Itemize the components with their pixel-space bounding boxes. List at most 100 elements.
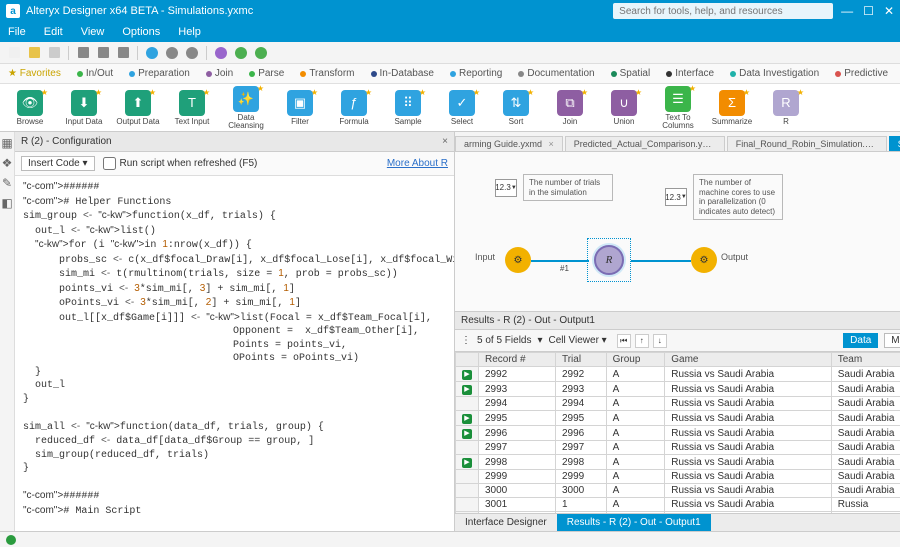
code-editor[interactable]: "c-com">###### "c-com"># Helper Function… — [15, 176, 454, 531]
ribbon-tab-favorites[interactable]: ★ Favorites — [0, 64, 69, 83]
input-macro-node[interactable]: ⚙ — [505, 247, 531, 273]
toolbar-btn-4[interactable] — [75, 45, 91, 61]
toolbar-btn-6[interactable] — [115, 45, 131, 61]
tool-input-data[interactable]: ★⬇Input Data — [60, 90, 108, 126]
ribbon-tab-spatial[interactable]: Spatial — [603, 64, 659, 83]
menu-options[interactable]: Options — [122, 26, 160, 38]
results-grid[interactable]: Record #TrialGroupGameTeamPoints▶2992299… — [455, 352, 900, 513]
cell-viewer-dropdown[interactable]: Cell Viewer ▾ — [549, 335, 607, 346]
doc-tab[interactable]: Final_Round_Robin_Simulation.yxmd × — [727, 136, 887, 151]
doc-tab[interactable]: Predicted_Actual_Comparison.yxmd* × — [565, 136, 725, 151]
toolbar-btn-10[interactable] — [184, 45, 200, 61]
output-macro-node[interactable]: ⚙ — [691, 247, 717, 273]
config-close-icon[interactable]: × — [442, 136, 448, 147]
tool-sort[interactable]: ★⇅Sort — [492, 90, 540, 126]
toolbar-btn-14[interactable] — [253, 45, 269, 61]
toolbar-btn-9[interactable] — [164, 45, 180, 61]
toolbar-btn-1[interactable] — [26, 45, 42, 61]
tool-r[interactable]: ★RR — [762, 90, 810, 126]
app-logo: a — [6, 4, 20, 18]
toolbar-btn-5[interactable] — [95, 45, 111, 61]
doc-tab[interactable]: Simulations.yxmc × — [889, 136, 900, 151]
data-button[interactable]: Data — [843, 333, 878, 348]
tool-select[interactable]: ★✓Select — [438, 90, 486, 126]
rail-icon-1[interactable]: ▦ — [0, 136, 14, 150]
more-about-r-link[interactable]: More About R — [387, 158, 448, 169]
toolbar-btn-0[interactable] — [6, 45, 22, 61]
tool-output-data[interactable]: ★⬆Output Data — [114, 90, 162, 126]
note-trials: The number of trials in the simulation — [523, 174, 613, 201]
run-refresh-input[interactable] — [103, 157, 116, 170]
ribbon-tab-transform[interactable]: Transform — [292, 64, 362, 83]
table-row[interactable]: 29972997ARussia vs Saudi ArabiaSaudi Ara… — [456, 441, 900, 455]
ribbon-tab-predictive[interactable]: Predictive — [827, 64, 896, 83]
table-row[interactable]: 30003000ARussia vs Saudi ArabiaSaudi Ara… — [456, 484, 900, 498]
search-box[interactable] — [613, 3, 833, 19]
results-title: Results - R (2) - Out - Output1 — [461, 315, 595, 326]
minimize-icon[interactable]: — — [841, 4, 853, 18]
tool-summarize[interactable]: ★ΣSummarize — [708, 90, 756, 126]
bottom-tab[interactable]: Results - R (2) - Out - Output1 — [557, 514, 711, 531]
maximize-icon[interactable]: ☐ — [863, 4, 874, 18]
tool-join[interactable]: ★⧉Join — [546, 90, 594, 126]
run-refresh-checkbox[interactable]: Run script when refreshed (F5) — [103, 157, 258, 170]
tool-text-to-columns[interactable]: ★☰Text To Columns — [654, 86, 702, 130]
toolbar-btn-8[interactable] — [144, 45, 160, 61]
tool-browse[interactable]: ★👁Browse — [6, 90, 54, 126]
ribbon-tab-ab-testing[interactable]: AB Testing — [896, 64, 900, 83]
r-tool-node[interactable]: R — [594, 245, 624, 275]
toolbar-btn-2[interactable] — [46, 45, 62, 61]
constant-node-trials[interactable]: 12.3▼ — [495, 179, 517, 197]
ribbon-tab-preparation[interactable]: Preparation — [121, 64, 198, 83]
col-header[interactable]: Record # — [479, 353, 556, 367]
insert-code-button[interactable]: Insert Code ▾ — [21, 156, 95, 171]
ribbon-tab-data-investigation[interactable]: Data Investigation — [722, 64, 827, 83]
nav-up-icon[interactable]: ↑ — [635, 334, 649, 348]
close-icon[interactable]: ✕ — [884, 4, 894, 18]
col-header[interactable]: Trial — [555, 353, 606, 367]
table-row[interactable]: ▶29922992ARussia vs Saudi ArabiaSaudi Ar… — [456, 367, 900, 382]
table-row[interactable]: ▶29962996ARussia vs Saudi ArabiaSaudi Ar… — [456, 426, 900, 441]
tool-formula[interactable]: ★ƒFormula — [330, 90, 378, 126]
nav-down-icon[interactable]: ↓ — [653, 334, 667, 348]
col-header[interactable]: Game — [665, 353, 831, 367]
tool-union[interactable]: ★∪Union — [600, 90, 648, 126]
table-row[interactable]: ▶29952995ARussia vs Saudi ArabiaSaudi Ar… — [456, 411, 900, 426]
col-header[interactable] — [456, 353, 479, 367]
table-row[interactable]: ▶29982998ARussia vs Saudi ArabiaSaudi Ar… — [456, 455, 900, 470]
rail-icon-2[interactable]: ❖ — [0, 156, 14, 170]
metadata-button[interactable]: Metadata — [884, 333, 900, 348]
col-header[interactable]: Team — [831, 353, 900, 367]
rail-icon-4[interactable]: ◧ — [0, 196, 14, 210]
ribbon-tab-in-database[interactable]: In-Database — [363, 64, 442, 83]
menu-edit[interactable]: Edit — [44, 26, 63, 38]
toolbar-btn-12[interactable] — [213, 45, 229, 61]
bottom-tab[interactable]: Interface Designer — [455, 514, 557, 531]
ribbon-tab-in-out[interactable]: In/Out — [69, 64, 121, 83]
col-header[interactable]: Group — [606, 353, 665, 367]
search-input[interactable] — [613, 3, 833, 19]
ribbon-tab-parse[interactable]: Parse — [241, 64, 292, 83]
toolbar-btn-13[interactable] — [233, 45, 249, 61]
table-row[interactable]: ▶29932993ARussia vs Saudi ArabiaSaudi Ar… — [456, 382, 900, 397]
tool-sample[interactable]: ★⠿Sample — [384, 90, 432, 126]
table-row[interactable]: 30011ARussia vs Saudi ArabiaRussia1 — [456, 498, 900, 512]
tool-text-input[interactable]: ★TText Input — [168, 90, 216, 126]
nav-first-icon[interactable]: ⏮ — [617, 334, 631, 348]
ribbon-tab-join[interactable]: Join — [198, 64, 241, 83]
table-row[interactable]: 29992999ARussia vs Saudi ArabiaSaudi Ara… — [456, 470, 900, 484]
table-row[interactable]: 29942994ARussia vs Saudi ArabiaSaudi Ara… — [456, 397, 900, 411]
results-3dots-icon[interactable]: ⋮ — [461, 335, 471, 346]
menu-view[interactable]: View — [81, 26, 105, 38]
workflow-canvas[interactable]: 12.3▼ The number of trials in the simula… — [455, 152, 900, 311]
rail-icon-3[interactable]: ✎ — [0, 176, 14, 190]
menu-file[interactable]: File — [8, 26, 26, 38]
doc-tab[interactable]: arming Guide.yxmd × — [455, 136, 563, 151]
constant-node-cores[interactable]: 12.3▼ — [665, 188, 687, 206]
ribbon-tab-interface[interactable]: Interface — [658, 64, 722, 83]
ribbon-tab-documentation[interactable]: Documentation — [510, 64, 602, 83]
ribbon-tab-reporting[interactable]: Reporting — [442, 64, 510, 83]
menu-help[interactable]: Help — [178, 26, 201, 38]
tool-data-cleansing[interactable]: ★✨Data Cleansing — [222, 86, 270, 130]
tool-filter[interactable]: ★▣Filter — [276, 90, 324, 126]
